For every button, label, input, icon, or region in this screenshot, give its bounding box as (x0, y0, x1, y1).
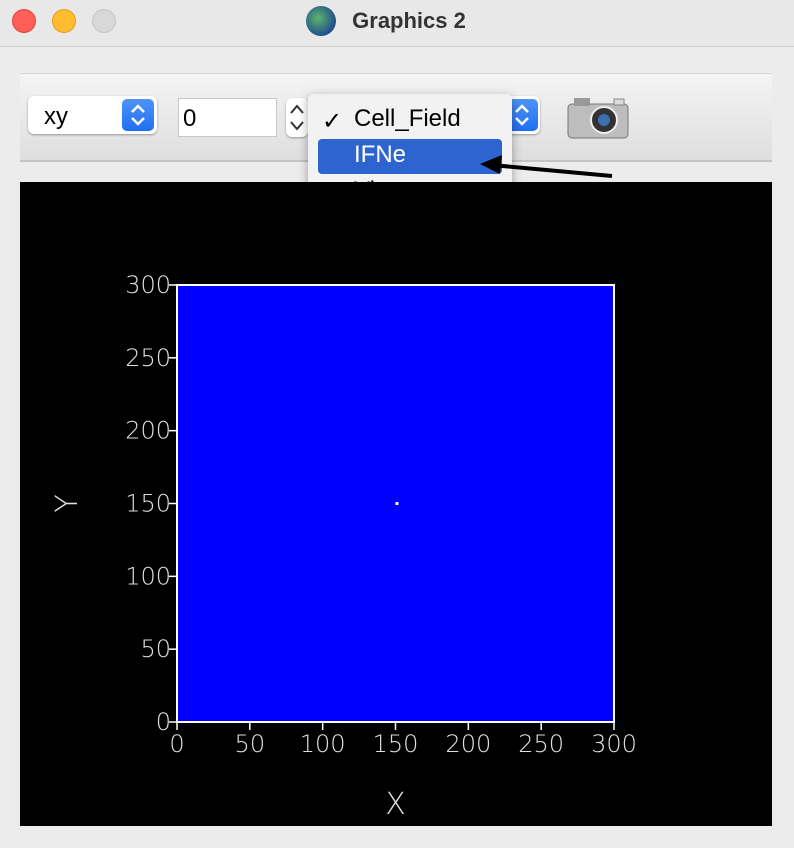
close-button[interactable] (12, 9, 36, 33)
zoom-button (92, 9, 116, 33)
plot: 0 50 100 150 200 250 300 0 50 100 150 200 250 300 X Y (20, 182, 772, 826)
x-tick-label: 300 (591, 730, 637, 758)
y-tick-label: 100 (125, 562, 171, 590)
screenshot-button[interactable] (566, 96, 630, 140)
menu-item[interactable]: IFNe (354, 141, 407, 168)
y-tick-label: 300 (125, 271, 171, 299)
y-tick-label: 50 (140, 635, 171, 663)
slice-stepper[interactable] (286, 98, 308, 137)
slice-value: 0 (183, 105, 197, 132)
title-bar: Graphics 2 (0, 0, 794, 47)
window-title: Graphics 2 (352, 8, 466, 33)
x-tick-label: 200 (445, 730, 491, 758)
slice-field[interactable]: 0 (178, 98, 277, 137)
check-mark: ✓ (322, 108, 343, 135)
x-tick-label: 50 (235, 730, 266, 758)
plane-value: xy (44, 103, 68, 130)
x-tick-label: 250 (518, 730, 564, 758)
x-tick-label: 150 (373, 730, 419, 758)
minimize-button[interactable] (52, 9, 76, 33)
y-tick-label: 250 (125, 344, 171, 372)
app-icon (306, 6, 336, 36)
plane-dropdown[interactable]: xy (28, 96, 157, 134)
stepper-icon (290, 104, 304, 131)
y-tick-label: 200 (125, 417, 171, 445)
x-tick-label: 100 (300, 730, 346, 758)
annotation-arrow (480, 155, 613, 178)
y-tick-label: 0 (156, 708, 171, 736)
y-axis-label: Y (50, 494, 85, 512)
arrows-icon (515, 104, 529, 126)
menu-highlight (318, 139, 502, 174)
x-tick-label: 0 (169, 730, 184, 758)
menu-item[interactable]: Cell_Field (354, 105, 461, 132)
arrows-icon (131, 104, 145, 126)
x-axis-label: X (385, 787, 406, 822)
dropdown-arrows (122, 99, 154, 131)
cell-point (395, 502, 399, 505)
y-tick-label: 150 (125, 490, 171, 518)
